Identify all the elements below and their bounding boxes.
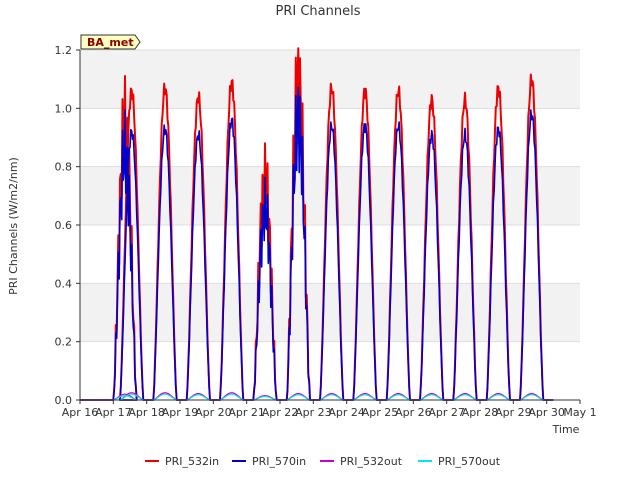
x-tick-label: Apr 28 <box>462 406 499 419</box>
y-tick-label: 0.6 <box>55 219 73 232</box>
x-tick-label: Apr 24 <box>328 406 365 419</box>
legend-label-pri_570out: PRI_570out <box>438 455 501 468</box>
x-tick-label: Apr 20 <box>195 406 232 419</box>
legend: PRI_532in PRI_570in PRI_532out PRI_570out <box>145 455 501 468</box>
y-axis-label: PRI Channels (W/m2/nm) <box>7 157 20 295</box>
y-tick-label: 0.4 <box>55 277 73 290</box>
badge-label: BA_met <box>87 36 134 49</box>
badge: BA_met <box>80 34 141 50</box>
x-axis-label: Time <box>552 423 580 436</box>
x-tick-label: Apr 19 <box>162 406 199 419</box>
badge-box <box>80 34 141 50</box>
legend-label-pri_532out: PRI_532out <box>340 455 403 468</box>
y-tick-label: 1.2 <box>55 44 73 57</box>
x-tick-label: Apr 27 <box>428 406 465 419</box>
x-tick-label: May 1 <box>563 406 596 419</box>
grid-band <box>80 283 580 342</box>
x-tick-label: Apr 23 <box>295 406 332 419</box>
x-tick-label: Apr 17 <box>95 406 132 419</box>
legend-label-pri_570in: PRI_570in <box>252 455 306 468</box>
grid-band <box>80 166 580 225</box>
y-tick-label: 0.0 <box>55 394 73 407</box>
y-tick-label: 0.8 <box>55 161 73 174</box>
x-tick-label: Apr 22 <box>262 406 299 419</box>
y-tick-label: 0.2 <box>55 336 73 349</box>
x-tick-label: Apr 29 <box>495 406 532 419</box>
x-tick-label: Apr 26 <box>395 406 432 419</box>
x-tick-label: Apr 16 <box>62 406 99 419</box>
x-tick-label: Apr 30 <box>528 406 565 419</box>
x-tick-label: Apr 21 <box>228 406 265 419</box>
y-tick-label: 1.0 <box>55 102 73 115</box>
legend-label-pri_532in: PRI_532in <box>165 455 219 468</box>
x-tick-label: Apr 18 <box>128 406 165 419</box>
x-tick-label: Apr 25 <box>362 406 399 419</box>
chart-title: PRI Channels <box>276 4 361 19</box>
y-ticks: 0.0 0.2 0.4 0.6 0.8 1.0 1.2 <box>55 44 80 407</box>
